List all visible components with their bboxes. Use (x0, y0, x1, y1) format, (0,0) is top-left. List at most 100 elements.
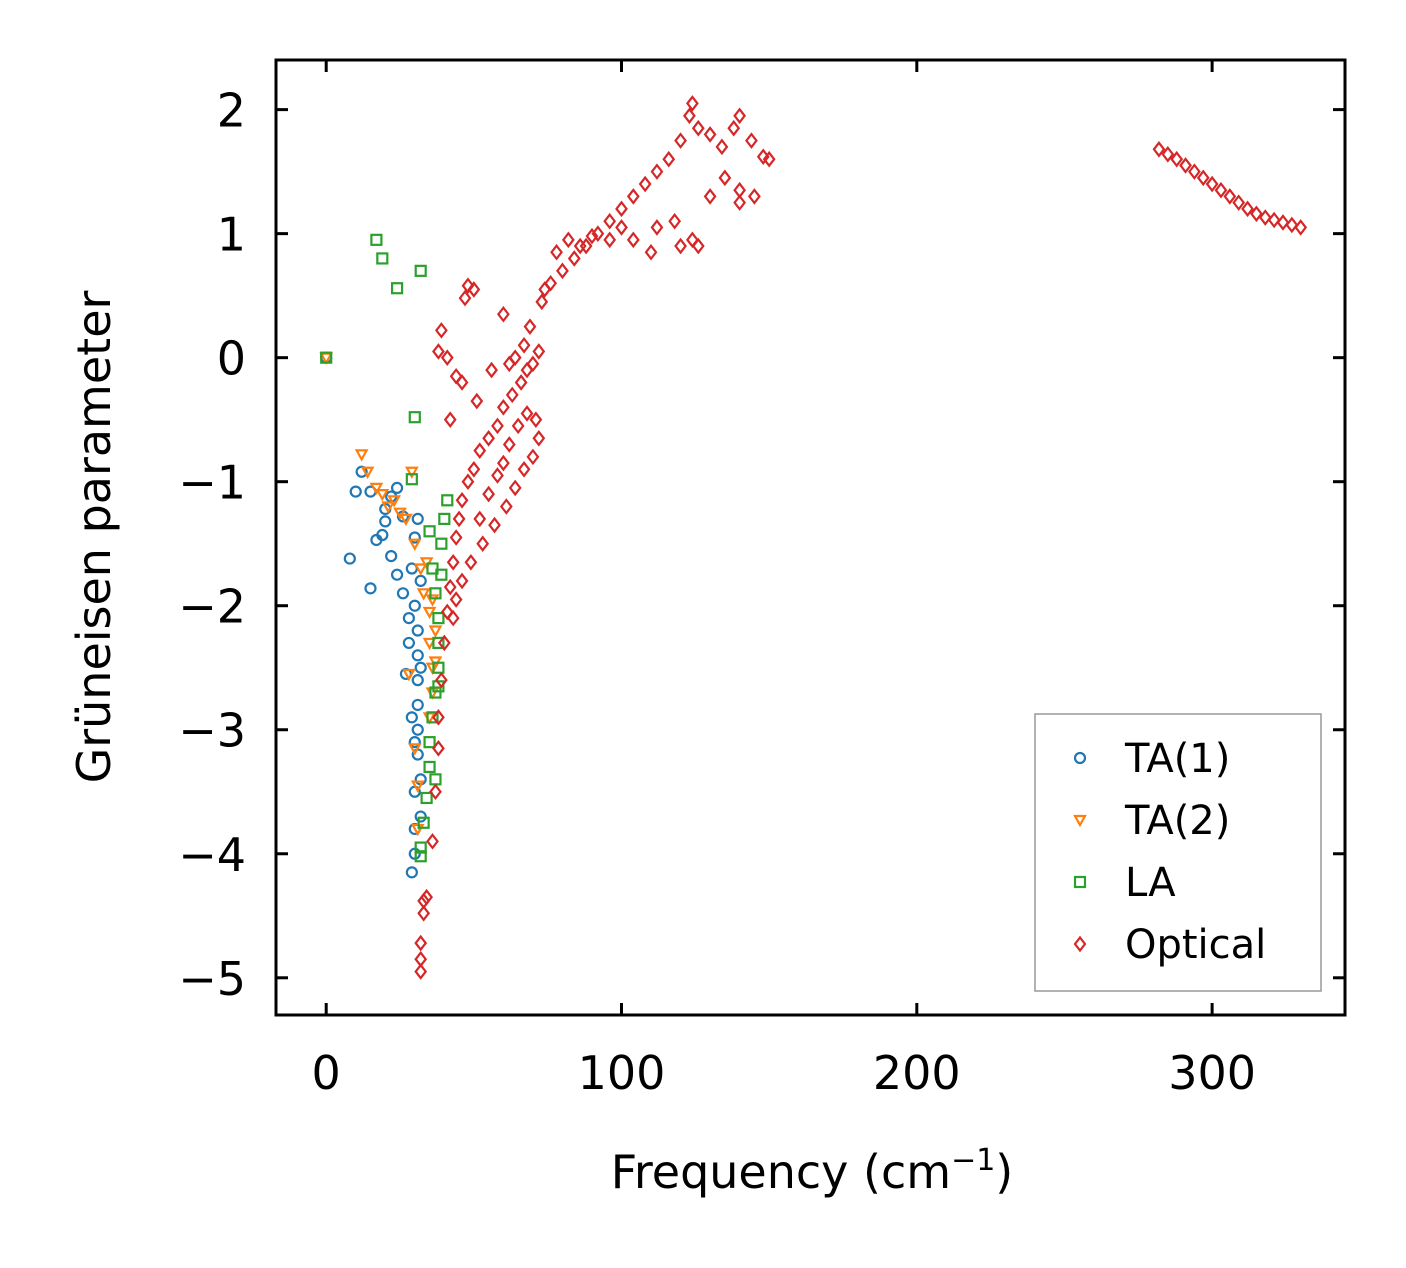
y-tick-label: −5 (178, 952, 246, 1006)
y-tick-label: 2 (217, 84, 246, 138)
series-optical (414, 95, 1308, 980)
y-axis-label: Grüneisen parameter (67, 290, 121, 783)
data-point (573, 237, 587, 255)
data-point (405, 711, 418, 724)
data-point (691, 237, 705, 255)
data-point (429, 773, 442, 786)
data-point (644, 243, 658, 261)
series-la (320, 233, 454, 863)
data-point (379, 515, 392, 528)
data-point (561, 231, 575, 249)
data-point (435, 537, 448, 550)
data-point (381, 501, 396, 514)
data-point (461, 277, 475, 295)
data-point (432, 661, 445, 674)
data-point (414, 934, 428, 952)
legend-label: TA(1) (1124, 736, 1230, 782)
data-point (1170, 150, 1184, 168)
data-point (748, 188, 761, 205)
data-point (496, 305, 510, 323)
series-ta-1- (320, 351, 427, 879)
data-point (420, 791, 433, 805)
data-point (508, 349, 522, 366)
x-tick-label: 200 (873, 1046, 961, 1100)
data-point (349, 485, 362, 498)
data-point (411, 512, 424, 525)
data-point (407, 538, 422, 551)
data-point (446, 554, 460, 571)
data-point (434, 671, 448, 689)
data-point (650, 219, 664, 236)
data-point (1294, 219, 1308, 236)
x-axis-label-suffix: ) (995, 1145, 1013, 1199)
data-point (414, 661, 427, 674)
data-point (461, 473, 475, 490)
data-point (387, 495, 401, 508)
data-point (396, 587, 410, 600)
data-point (429, 783, 442, 801)
legend-marker (1073, 751, 1087, 765)
data-point (399, 513, 413, 527)
data-point (405, 866, 418, 879)
data-point (420, 888, 433, 906)
data-point (1205, 175, 1219, 193)
legend-marker (1073, 814, 1087, 828)
data-point (443, 411, 457, 428)
data-point (1214, 181, 1228, 199)
data-point (402, 636, 415, 650)
data-point (482, 429, 496, 447)
data-point (408, 599, 421, 612)
data-point (343, 552, 356, 565)
data-point (408, 736, 421, 749)
data-point (432, 636, 445, 650)
data-point (532, 343, 546, 360)
data-point (455, 374, 469, 391)
data-point (443, 578, 457, 596)
data-point (390, 481, 404, 494)
data-point (529, 411, 543, 428)
data-point (470, 392, 484, 410)
data-point (414, 950, 428, 968)
data-point (434, 322, 448, 339)
data-point (375, 488, 390, 502)
data-point (733, 107, 747, 125)
data-point (626, 188, 640, 205)
data-point (411, 649, 424, 662)
data-point (417, 892, 431, 910)
data-point (1179, 157, 1192, 174)
data-point (567, 250, 581, 267)
data-point (405, 473, 418, 486)
data-point (523, 318, 537, 335)
data-point (417, 904, 431, 922)
data-point (432, 740, 445, 757)
data-point (441, 494, 454, 507)
data-point (370, 233, 383, 246)
data-point (438, 512, 451, 525)
data-point (414, 773, 427, 786)
data-point (1250, 205, 1263, 223)
data-point (538, 281, 552, 298)
data-point (762, 150, 776, 168)
data-point (369, 482, 384, 496)
legend-label: TA(2) (1124, 798, 1230, 844)
data-point (517, 336, 531, 354)
data-point (410, 780, 425, 793)
data-point (390, 282, 404, 295)
data-point (449, 529, 463, 546)
x-axis-label-superscript: −1 (951, 1143, 995, 1178)
data-point (626, 231, 640, 249)
x-axis-label-main: Frequency (cm (611, 1145, 951, 1199)
data-point (429, 587, 442, 600)
data-point (432, 343, 445, 360)
legend-marker (1073, 875, 1087, 889)
data-point (526, 448, 540, 466)
data-point (426, 711, 439, 724)
data-point (499, 498, 513, 515)
data-point (414, 841, 427, 854)
data-point (408, 531, 421, 544)
data-point (423, 760, 436, 774)
data-point (354, 449, 369, 462)
data-point (404, 466, 419, 480)
